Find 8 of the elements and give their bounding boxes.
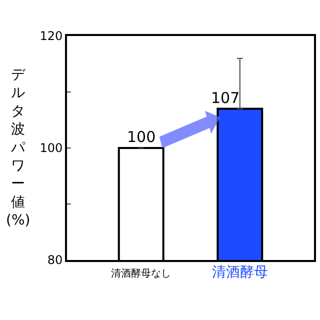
- data-label: 100: [127, 128, 156, 146]
- x-tick-label: 清酒酵母: [212, 264, 268, 280]
- data-label: 107: [211, 89, 240, 107]
- y-tick-label: 120: [40, 29, 63, 44]
- text: デルタ波パワー値 (%): [6, 67, 30, 229]
- x-tick-label: 清酒酵母なし: [111, 267, 172, 280]
- y-tick-label: 80: [47, 253, 63, 268]
- y-tick-label: 100: [40, 141, 63, 156]
